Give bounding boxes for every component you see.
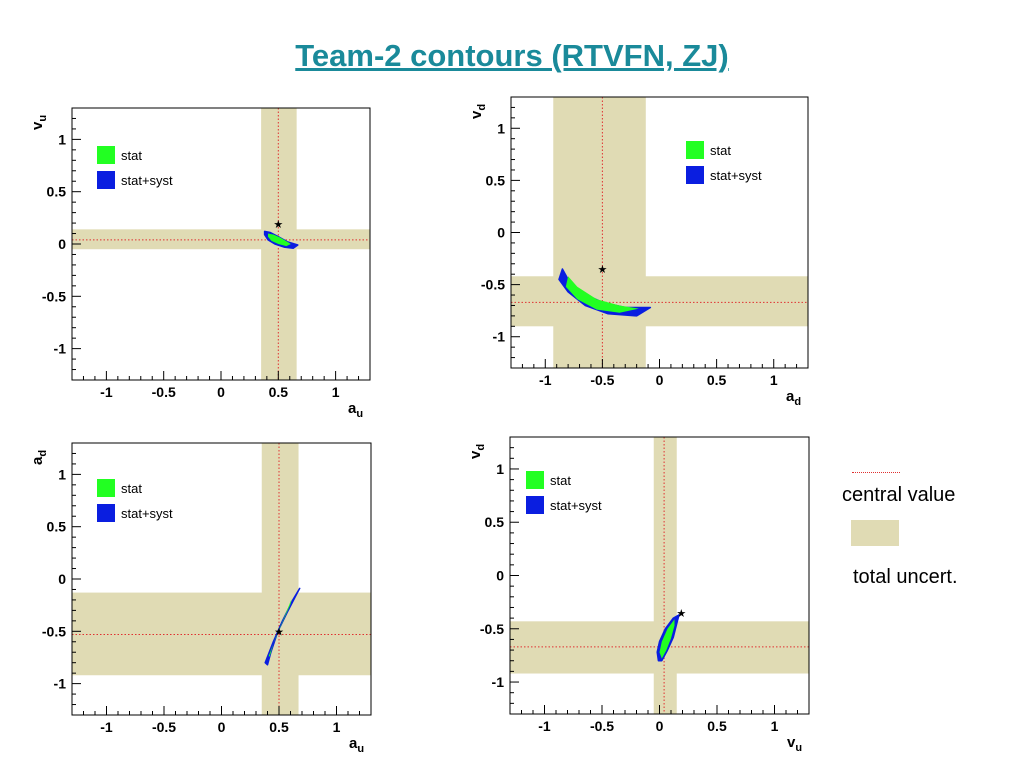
page-title: Team-2 contours (RTVFN, ZJ) xyxy=(295,38,729,73)
y-tick-label: 0 xyxy=(496,568,504,584)
y-tick-label: 1 xyxy=(496,461,504,477)
chart-vu-vd: ★ -1 -0.5 0 0.5 1 -1 -0.5 0 0.5 1 vu vd stat stat+syst xyxy=(467,436,810,754)
legend-swatch xyxy=(686,141,704,159)
x-tick-label: 1 xyxy=(333,719,341,735)
x-tick-label: 1 xyxy=(770,372,778,388)
legend-swatch xyxy=(526,496,544,514)
central-value-line-swatch xyxy=(852,472,900,473)
y-tick-label: 1 xyxy=(497,120,505,136)
y-tick-label: -1 xyxy=(54,676,67,692)
legend-swatch xyxy=(97,504,115,522)
legend-swatch xyxy=(526,471,544,489)
contour-stat xyxy=(659,619,675,659)
x-axis-label: ad xyxy=(786,388,801,408)
x-tick-label: -1 xyxy=(100,384,113,400)
contour-stat xyxy=(565,276,639,313)
legend-label: stat+syst xyxy=(710,168,762,183)
legend-swatch xyxy=(686,166,704,184)
x-tick-label: 0.5 xyxy=(707,718,727,734)
x-tick-label: 1 xyxy=(332,384,340,400)
x-axis-label: vu xyxy=(787,734,802,754)
y-tick-label: -1 xyxy=(493,329,506,345)
best-fit-star: ★ xyxy=(273,219,283,231)
best-fit-star: ★ xyxy=(676,608,686,620)
x-tick-label: 0.5 xyxy=(269,384,289,400)
legend-label: stat+syst xyxy=(121,173,173,188)
legend-swatch xyxy=(97,479,115,497)
y-tick-label: -1 xyxy=(492,674,505,690)
x-tick-label: 0.5 xyxy=(707,372,727,388)
x-tick-label: 0.5 xyxy=(269,719,289,735)
best-fit-star: ★ xyxy=(274,626,284,638)
plot-area: ★ xyxy=(72,443,371,715)
x-axis-label: au xyxy=(349,735,364,755)
legend-label: stat+syst xyxy=(121,506,173,521)
y-tick-label: 0 xyxy=(58,571,66,587)
y-tick-label: 0.5 xyxy=(47,519,67,535)
legend-label: stat+syst xyxy=(550,498,602,513)
plot-area: ★ xyxy=(511,97,808,368)
uncert-band-horizontal xyxy=(72,592,371,676)
total-uncert-swatch xyxy=(851,520,899,546)
y-tick-label: 0 xyxy=(497,225,505,241)
x-axis-label: au xyxy=(348,400,363,420)
plot-area: ★ xyxy=(510,437,809,714)
legend-label: stat xyxy=(121,148,142,163)
x-tick-label: 0 xyxy=(656,372,664,388)
chart-ad-vd: ★ -1 -0.5 0 0.5 1 -1 -0.5 0 0.5 1 ad vd stat stat+syst xyxy=(468,96,809,408)
uncert-band-horizontal xyxy=(72,229,370,250)
y-tick-label: 1 xyxy=(58,466,66,482)
y-tick-label: 0.5 xyxy=(486,172,506,188)
y-axis-label: vd xyxy=(467,444,487,459)
y-tick-label: 0.5 xyxy=(485,514,505,530)
x-tick-label: 0 xyxy=(217,384,225,400)
y-axis-label: vu xyxy=(29,115,49,130)
y-tick-label: -0.5 xyxy=(42,623,66,639)
legend-label: stat xyxy=(121,481,142,496)
x-tick-label: -0.5 xyxy=(590,718,614,734)
y-axis-label: vd xyxy=(468,104,488,119)
contour-stat xyxy=(268,598,292,657)
x-tick-label: -0.5 xyxy=(152,384,176,400)
legend-swatch xyxy=(97,146,115,164)
x-tick-label: -0.5 xyxy=(590,372,614,388)
x-tick-label: 1 xyxy=(771,718,779,734)
x-tick-label: 0 xyxy=(218,719,226,735)
y-tick-label: -0.5 xyxy=(481,277,505,293)
x-tick-label: -1 xyxy=(539,372,552,388)
plot-area: ★ xyxy=(72,108,370,380)
legend-label: stat xyxy=(710,143,731,158)
y-tick-label: 1 xyxy=(58,131,66,147)
x-tick-label: -1 xyxy=(100,719,113,735)
y-tick-label: -1 xyxy=(54,341,67,357)
y-tick-label: -0.5 xyxy=(480,621,504,637)
chart-au-vu: ★ -1 -0.5 0 0.5 1 -1 -0.5 0 0.5 1 au vu stat stat+syst xyxy=(29,107,371,420)
total-uncert-label: total uncert. xyxy=(853,566,958,588)
x-tick-label: -0.5 xyxy=(152,719,176,735)
legend-label: stat xyxy=(550,473,571,488)
contour-stat xyxy=(268,233,291,247)
chart-au-ad: ★ -1 -0.5 0 0.5 1 -1 -0.5 0 0.5 1 au ad stat stat+syst xyxy=(29,442,372,755)
uncert-band-horizontal xyxy=(511,276,808,327)
best-fit-star: ★ xyxy=(597,264,607,276)
central-value-label: central value xyxy=(842,484,956,506)
x-tick-label: -1 xyxy=(538,718,551,734)
y-tick-label: -0.5 xyxy=(42,288,66,304)
uncert-band-vertical xyxy=(553,97,646,368)
x-tick-label: 0 xyxy=(656,718,664,734)
y-tick-label: 0.5 xyxy=(47,184,67,200)
legend-swatch xyxy=(97,171,115,189)
y-tick-label: 0 xyxy=(58,236,66,252)
y-axis-label: ad xyxy=(29,450,49,465)
